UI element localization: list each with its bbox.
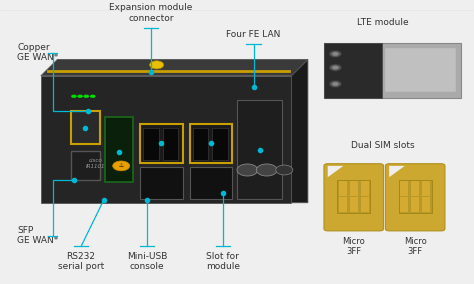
Polygon shape — [292, 59, 308, 203]
Bar — [338, 181, 347, 196]
Bar — [212, 128, 228, 160]
Text: Mini-USB
console: Mini-USB console — [127, 252, 167, 271]
Text: Expansion module
connector: Expansion module connector — [109, 3, 192, 22]
Bar — [143, 128, 158, 160]
FancyBboxPatch shape — [385, 164, 445, 231]
Circle shape — [90, 95, 96, 98]
Circle shape — [83, 95, 89, 98]
Bar — [361, 181, 369, 196]
Bar — [422, 197, 430, 212]
Bar — [400, 181, 408, 196]
Circle shape — [71, 95, 77, 98]
Bar — [71, 111, 100, 144]
Circle shape — [332, 66, 339, 70]
Text: cisco
IR1101: cisco IR1101 — [85, 158, 105, 169]
Circle shape — [332, 52, 339, 56]
Circle shape — [237, 164, 258, 176]
Text: Slot for
module: Slot for module — [206, 252, 240, 271]
FancyBboxPatch shape — [324, 164, 383, 231]
Circle shape — [77, 95, 83, 98]
FancyBboxPatch shape — [0, 9, 474, 284]
Circle shape — [256, 164, 277, 176]
Bar — [140, 124, 182, 163]
Circle shape — [329, 64, 342, 71]
Circle shape — [329, 50, 342, 57]
Polygon shape — [41, 59, 308, 76]
Polygon shape — [41, 76, 292, 203]
Bar — [350, 197, 358, 212]
Bar — [237, 100, 282, 199]
Polygon shape — [328, 166, 343, 177]
Bar — [422, 181, 430, 196]
Bar — [337, 180, 370, 213]
Text: ⚠: ⚠ — [119, 163, 124, 168]
Bar — [324, 43, 462, 98]
Circle shape — [150, 61, 164, 69]
Text: LTE module: LTE module — [357, 18, 409, 27]
Polygon shape — [389, 166, 405, 177]
Text: Four FE LAN: Four FE LAN — [227, 30, 281, 39]
Text: Dual SIM slots: Dual SIM slots — [351, 141, 414, 149]
Text: RS232
serial port: RS232 serial port — [58, 252, 104, 271]
Bar — [361, 197, 369, 212]
Bar — [324, 43, 382, 98]
Circle shape — [332, 82, 339, 86]
Bar — [399, 180, 432, 213]
Bar — [350, 181, 358, 196]
Bar — [385, 49, 456, 92]
Circle shape — [276, 165, 293, 175]
Circle shape — [113, 161, 130, 171]
Bar — [71, 151, 100, 179]
Bar — [192, 128, 208, 160]
Bar — [140, 167, 182, 199]
Bar — [105, 117, 133, 182]
Bar — [411, 197, 419, 212]
Bar — [163, 128, 178, 160]
Bar — [190, 167, 232, 199]
Text: Micro
3FF: Micro 3FF — [404, 237, 427, 256]
Text: Copper
GE WAN*: Copper GE WAN* — [17, 43, 58, 62]
Text: SFP
GE WAN*: SFP GE WAN* — [17, 226, 58, 245]
Circle shape — [329, 80, 342, 87]
Bar — [411, 181, 419, 196]
Bar — [190, 124, 232, 163]
Bar — [338, 197, 347, 212]
Text: Micro
3FF: Micro 3FF — [342, 237, 365, 256]
Bar — [400, 197, 408, 212]
